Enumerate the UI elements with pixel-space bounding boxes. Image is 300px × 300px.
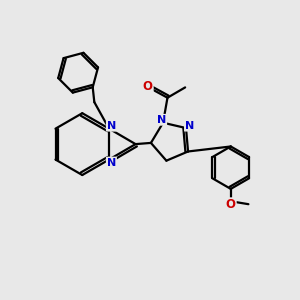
Text: N: N — [107, 121, 116, 131]
Text: N: N — [185, 121, 194, 131]
Text: N: N — [107, 158, 116, 167]
Text: O: O — [143, 80, 153, 93]
Text: N: N — [157, 115, 166, 125]
Text: O: O — [226, 198, 236, 211]
